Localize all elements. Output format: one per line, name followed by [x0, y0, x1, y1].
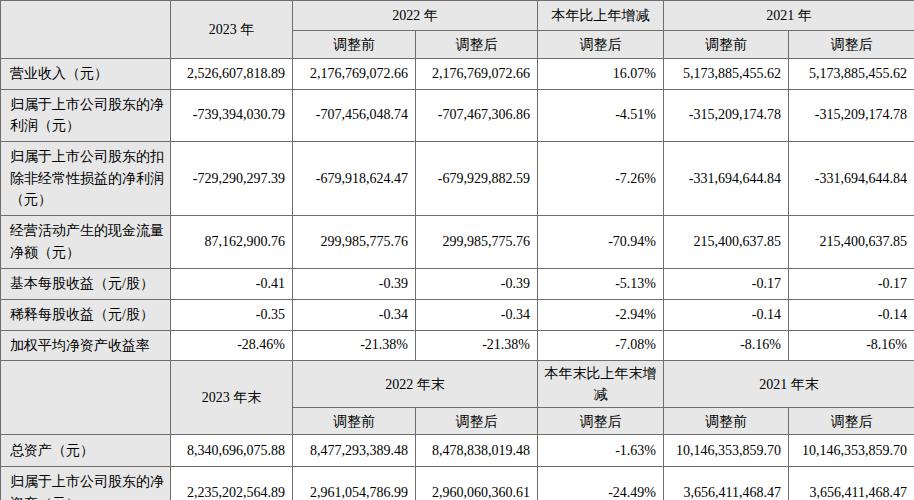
- cell-value: -0.35: [171, 299, 293, 330]
- row-label: 稀释每股收益（元/股）: [1, 299, 171, 330]
- cell-value: 215,400,637.85: [789, 216, 914, 268]
- table-row: 加权平均净资产收益率 -28.46% -21.38% -21.38% -7.08…: [1, 330, 914, 361]
- header-row-3: 2023 年末 2022 年末 本年末比上年末增减 2021 年末: [1, 361, 914, 408]
- cell-value: 2,176,769,072.66: [416, 59, 538, 90]
- cell-value: -0.34: [416, 299, 538, 330]
- cell-value: 5,173,885,455.62: [789, 59, 914, 90]
- cell-value: -315,209,174.78: [789, 89, 914, 141]
- subheader-before-adjust: 调整前: [664, 408, 789, 435]
- cell-value: 5,173,885,455.62: [664, 59, 789, 90]
- header-yoy-change: 本年比上年增减: [538, 1, 664, 31]
- header-row-1: 2023 年 2022 年 本年比上年增减 2021 年: [1, 1, 914, 31]
- cell-value: 299,985,775.76: [293, 216, 416, 268]
- cell-value: -70.94%: [538, 216, 664, 268]
- cell-value: -7.26%: [538, 142, 664, 216]
- cell-value: -0.39: [293, 268, 416, 299]
- cell-value: -0.41: [171, 268, 293, 299]
- table-row: 归属于上市公司股东的扣除非经常性损益的净利润（元） -729,290,297.3…: [1, 142, 914, 216]
- header-yoy-end-change: 本年末比上年末增减: [538, 361, 664, 408]
- cell-value: -2.94%: [538, 299, 664, 330]
- cell-value: 10,146,353,859.70: [789, 435, 914, 467]
- cell-value: 299,985,775.76: [416, 216, 538, 268]
- cell-value: 2,961,054,786.99: [293, 467, 416, 500]
- cell-value: -24.49%: [538, 467, 664, 500]
- cell-value: -21.38%: [416, 330, 538, 361]
- row-label: 基本每股收益（元/股）: [1, 268, 171, 299]
- cell-value: 87,162,900.76: [171, 216, 293, 268]
- header-2021-end: 2021 年末: [664, 361, 914, 408]
- header-2023: 2023 年: [171, 1, 293, 59]
- cell-value: 8,478,838,019.48: [416, 435, 538, 467]
- table-row: 基本每股收益（元/股） -0.41 -0.39 -0.39 -5.13% -0.…: [1, 268, 914, 299]
- row-label: 归属于上市公司股东的扣除非经常性损益的净利润（元）: [1, 142, 171, 216]
- cell-value: 3,656,411,468.47: [664, 467, 789, 500]
- row-label: 归属于上市公司股东的净资产（元）: [1, 467, 171, 500]
- cell-value: -0.39: [416, 268, 538, 299]
- cell-value: 2,526,607,818.89: [171, 59, 293, 90]
- subheader-after-adjust: 调整后: [416, 31, 538, 59]
- cell-value: -8.16%: [664, 330, 789, 361]
- header-2022: 2022 年: [293, 1, 538, 31]
- cell-value: 10,146,353,859.70: [664, 435, 789, 467]
- cell-value: -28.46%: [171, 330, 293, 361]
- table-row: 归属于上市公司股东的净资产（元） 2,235,202,564.89 2,961,…: [1, 467, 914, 500]
- cell-value: -331,694,644.84: [664, 142, 789, 216]
- table-row: 经营活动产生的现金流量净额（元） 87,162,900.76 299,985,7…: [1, 216, 914, 268]
- cell-value: -5.13%: [538, 268, 664, 299]
- row-label: 加权平均净资产收益率: [1, 330, 171, 361]
- subheader-after-adjust: 调整后: [538, 31, 664, 59]
- cell-value: -707,467,306.86: [416, 89, 538, 141]
- subheader-before-adjust: 调整前: [664, 31, 789, 59]
- cell-value: -0.34: [293, 299, 416, 330]
- cell-value: -4.51%: [538, 89, 664, 141]
- cell-value: 8,340,696,075.88: [171, 435, 293, 467]
- cell-value: 2,960,060,360.61: [416, 467, 538, 500]
- row-label: 总资产（元）: [1, 435, 171, 467]
- table-row: 稀释每股收益（元/股） -0.35 -0.34 -0.34 -2.94% -0.…: [1, 299, 914, 330]
- subheader-after-adjust: 调整后: [538, 408, 664, 435]
- row-label: 归属于上市公司股东的净利润（元）: [1, 89, 171, 141]
- table-row: 归属于上市公司股东的净利润（元） -739,394,030.79 -707,45…: [1, 89, 914, 141]
- cell-value: -0.17: [789, 268, 914, 299]
- cell-value: -707,456,048.74: [293, 89, 416, 141]
- subheader-after-adjust: 调整后: [789, 408, 914, 435]
- cell-value: -739,394,030.79: [171, 89, 293, 141]
- subheader-after-adjust: 调整后: [789, 31, 914, 59]
- subheader-after-adjust: 调整后: [416, 408, 538, 435]
- cell-value: -679,929,882.59: [416, 142, 538, 216]
- cell-value: 2,235,202,564.89: [171, 467, 293, 500]
- cell-value: -0.14: [664, 299, 789, 330]
- cell-value: 3,656,411,468.47: [789, 467, 914, 500]
- header-2021: 2021 年: [664, 1, 914, 31]
- cell-value: -0.14: [789, 299, 914, 330]
- subheader-before-adjust: 调整前: [293, 31, 416, 59]
- cell-value: -331,694,644.84: [789, 142, 914, 216]
- cell-value: 215,400,637.85: [664, 216, 789, 268]
- corner-cell: [1, 1, 171, 59]
- row-label: 营业收入（元）: [1, 59, 171, 90]
- cell-value: -1.63%: [538, 435, 664, 467]
- cell-value: -7.08%: [538, 330, 664, 361]
- cell-value: -8.16%: [789, 330, 914, 361]
- corner-cell: [1, 361, 171, 435]
- row-label: 经营活动产生的现金流量净额（元）: [1, 216, 171, 268]
- header-2023-end: 2023 年末: [171, 361, 293, 435]
- cell-value: -729,290,297.39: [171, 142, 293, 216]
- cell-value: -0.17: [664, 268, 789, 299]
- cell-value: -315,209,174.78: [664, 89, 789, 141]
- cell-value: 8,477,293,389.48: [293, 435, 416, 467]
- financial-summary-table: 2023 年 2022 年 本年比上年增减 2021 年 调整前 调整后 调整后…: [0, 0, 914, 500]
- cell-value: -21.38%: [293, 330, 416, 361]
- subheader-before-adjust: 调整前: [293, 408, 416, 435]
- cell-value: 16.07%: [538, 59, 664, 90]
- table-row: 营业收入（元） 2,526,607,818.89 2,176,769,072.6…: [1, 59, 914, 90]
- cell-value: 2,176,769,072.66: [293, 59, 416, 90]
- header-2022-end: 2022 年末: [293, 361, 538, 408]
- table-row: 总资产（元） 8,340,696,075.88 8,477,293,389.48…: [1, 435, 914, 467]
- cell-value: -679,918,624.47: [293, 142, 416, 216]
